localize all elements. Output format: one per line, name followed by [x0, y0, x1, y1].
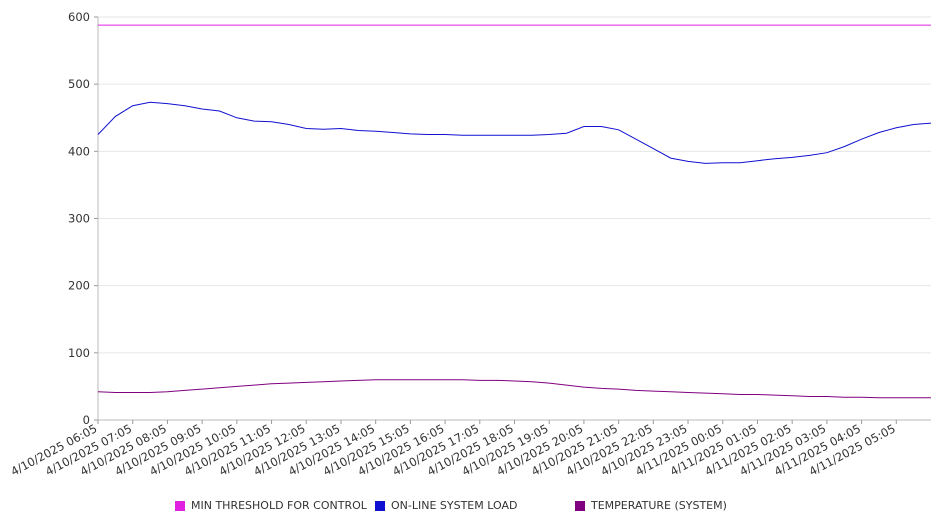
legend-item-system-load[interactable]: ON-LINE SYSTEM LOAD	[375, 499, 517, 512]
legend-item-temperature[interactable]: TEMPERATURE (SYSTEM)	[575, 499, 727, 512]
legend-label: TEMPERATURE (SYSTEM)	[591, 499, 727, 512]
y-tick-label: 600	[68, 10, 90, 24]
y-tick-label: 0	[83, 413, 90, 427]
legend-swatch	[575, 500, 585, 511]
x-axis-ticks: 4/10/2025 06:054/10/2025 07:054/10/2025 …	[8, 420, 898, 479]
legend-item-min-threshold[interactable]: MIN THRESHOLD FOR CONTROL	[175, 499, 367, 512]
y-tick-label: 400	[68, 144, 90, 158]
gridlines	[98, 16, 931, 354]
legend: MIN THRESHOLD FOR CONTROL ON-LINE SYSTEM…	[0, 499, 946, 513]
y-tick-label: 300	[68, 212, 90, 226]
y-tick-label: 100	[68, 346, 90, 360]
series-lines	[97, 24, 932, 399]
legend-label: MIN THRESHOLD FOR CONTROL	[191, 499, 367, 512]
y-tick-label: 200	[68, 279, 90, 293]
legend-swatch	[375, 500, 385, 511]
legend-swatch	[175, 500, 185, 511]
series-line-on-line-system-load	[97, 101, 932, 164]
y-axis-ticks: 0 100 200 300 400 500 600	[68, 10, 98, 427]
y-tick-label: 500	[68, 77, 90, 91]
series-line-temperature-system	[97, 379, 931, 399]
legend-label: ON-LINE SYSTEM LOAD	[391, 499, 518, 512]
